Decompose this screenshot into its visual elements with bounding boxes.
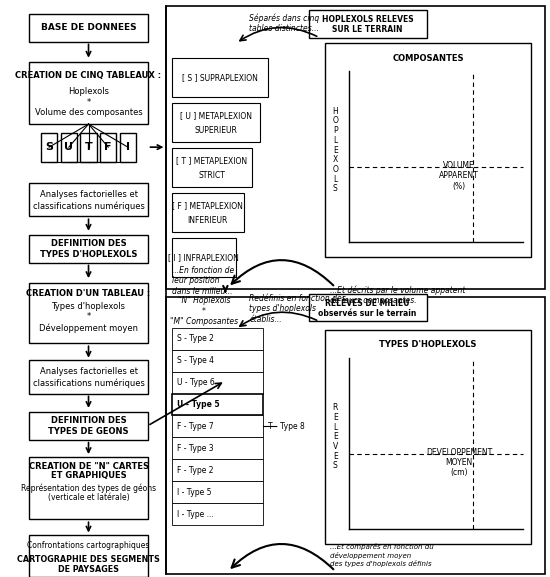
FancyBboxPatch shape <box>324 43 531 257</box>
Text: Redéfinis en fonction des
types d'hoplexols
établis...: Redéfinis en fonction des types d'hoplex… <box>250 294 346 324</box>
FancyBboxPatch shape <box>172 437 263 459</box>
FancyBboxPatch shape <box>324 330 531 544</box>
FancyBboxPatch shape <box>172 394 263 415</box>
Text: BASE DE DONNEES: BASE DE DONNEES <box>41 23 136 32</box>
Text: Représentation des types de géons: Représentation des types de géons <box>21 484 156 493</box>
FancyBboxPatch shape <box>30 412 147 440</box>
Text: Analyses factorielles et: Analyses factorielles et <box>40 190 138 199</box>
Text: TYPES D'HOPLEXOLS: TYPES D'HOPLEXOLS <box>379 340 477 350</box>
FancyBboxPatch shape <box>172 415 263 437</box>
Text: *: * <box>86 98 91 107</box>
Text: CREATION DE CINQ TABLEAUX :: CREATION DE CINQ TABLEAUX : <box>15 71 162 80</box>
Text: H
O
P
L
E
X
O
L
S: H O P L E X O L S <box>332 107 338 193</box>
FancyBboxPatch shape <box>172 372 263 394</box>
Text: *: * <box>86 312 91 321</box>
Text: DEFINITION DES: DEFINITION DES <box>51 417 126 425</box>
Text: classifications numériques: classifications numériques <box>32 201 145 211</box>
Text: [ T ] METAPLEXION: [ T ] METAPLEXION <box>177 156 248 165</box>
Text: DEVELOPPEMENT
MOYEN
(cm): DEVELOPPEMENT MOYEN (cm) <box>426 448 492 477</box>
Text: F - Type 7: F - Type 7 <box>177 422 214 431</box>
Text: SUPERIEUR: SUPERIEUR <box>195 126 238 136</box>
Text: ET GRAPHIQUES: ET GRAPHIQUES <box>51 471 126 480</box>
Text: F - Type 3: F - Type 3 <box>177 444 214 453</box>
Text: SUR LE TERRAIN: SUR LE TERRAIN <box>332 25 403 34</box>
Text: "N" Hoplexols: "N" Hoplexols <box>178 295 230 305</box>
Text: Confrontations cartographiques: Confrontations cartographiques <box>28 541 150 550</box>
Text: U: U <box>64 142 73 152</box>
Text: Hoplexols: Hoplexols <box>68 87 109 96</box>
Text: [ S ] SUPRAPLEXION: [ S ] SUPRAPLEXION <box>182 73 258 82</box>
Text: ...En fonction de
leur position
dans le milieu...: ...En fonction de leur position dans le … <box>172 266 234 296</box>
Text: Séparés dans cinq
tables distinctes...: Séparés dans cinq tables distinctes... <box>250 13 320 33</box>
Text: HOPLEXOLS RELEVES: HOPLEXOLS RELEVES <box>322 15 414 24</box>
FancyBboxPatch shape <box>172 328 263 350</box>
FancyBboxPatch shape <box>30 535 147 577</box>
Text: [ U ] METAPLEXION: [ U ] METAPLEXION <box>180 111 252 120</box>
Text: COMPOSANTES: COMPOSANTES <box>392 54 464 63</box>
Text: F: F <box>104 142 112 152</box>
FancyBboxPatch shape <box>100 133 116 162</box>
Text: CREATION DE "N" CARTES: CREATION DE "N" CARTES <box>29 462 149 471</box>
FancyBboxPatch shape <box>172 481 263 503</box>
Text: Types d'hoplexols: Types d'hoplexols <box>52 302 125 312</box>
FancyBboxPatch shape <box>166 6 544 288</box>
Text: VOLUME
APPARENT
(%): VOLUME APPARENT (%) <box>439 161 479 190</box>
Text: *: * <box>202 307 206 316</box>
FancyBboxPatch shape <box>172 350 263 372</box>
FancyBboxPatch shape <box>41 133 57 162</box>
Text: I - Type 5: I - Type 5 <box>177 488 212 497</box>
Text: [ F ] METAPLEXION: [ F ] METAPLEXION <box>173 201 243 210</box>
Text: S - Type 2: S - Type 2 <box>177 334 214 343</box>
FancyBboxPatch shape <box>172 238 236 277</box>
Text: INFERIEUR: INFERIEUR <box>188 216 228 226</box>
Text: CARTOGRAPHIE DES SEGMENTS: CARTOGRAPHIE DES SEGMENTS <box>17 555 160 564</box>
FancyBboxPatch shape <box>172 58 268 97</box>
FancyBboxPatch shape <box>30 360 147 394</box>
Text: R
E
L
E
V
E
S: R E L E V E S <box>333 403 338 470</box>
FancyBboxPatch shape <box>166 297 544 574</box>
FancyBboxPatch shape <box>120 133 136 162</box>
FancyBboxPatch shape <box>61 133 77 162</box>
FancyBboxPatch shape <box>30 62 147 124</box>
FancyBboxPatch shape <box>172 148 252 187</box>
Text: TYPES DE GEONS: TYPES DE GEONS <box>48 428 129 436</box>
Text: DE PAYSAGES: DE PAYSAGES <box>58 565 119 574</box>
FancyBboxPatch shape <box>30 283 147 343</box>
Text: Développement moyen: Développement moyen <box>39 324 138 333</box>
Text: Volume des composantes: Volume des composantes <box>35 108 142 117</box>
FancyBboxPatch shape <box>172 459 263 481</box>
Text: S: S <box>45 142 53 152</box>
Text: classifications numériques: classifications numériques <box>32 379 145 388</box>
FancyBboxPatch shape <box>30 14 147 42</box>
Text: (verticale et latérale): (verticale et latérale) <box>48 493 129 502</box>
FancyBboxPatch shape <box>309 294 427 321</box>
Text: ...Et décrits par le volume appatent
de leurs composantes.: ...Et décrits par le volume appatent de … <box>330 286 465 305</box>
Text: Analyses factorielles et: Analyses factorielles et <box>40 368 138 376</box>
FancyBboxPatch shape <box>309 10 427 38</box>
Text: I: I <box>126 142 130 152</box>
FancyBboxPatch shape <box>30 183 147 216</box>
Text: TYPES D'HOPLEXOLS: TYPES D'HOPLEXOLS <box>40 250 137 259</box>
FancyBboxPatch shape <box>30 235 147 263</box>
Text: ...Et comparés en fonction du
développement moyen
des types d'hoplexols définis: ...Et comparés en fonction du développem… <box>330 544 434 567</box>
Text: S - Type 4: S - Type 4 <box>177 356 214 365</box>
FancyBboxPatch shape <box>172 193 244 232</box>
Text: [ I ] INFRAPLEXION: [ I ] INFRAPLEXION <box>168 253 239 262</box>
Text: I - Type ...: I - Type ... <box>177 509 214 519</box>
Text: T: T <box>85 142 92 152</box>
Text: U - Type 5: U - Type 5 <box>177 400 219 409</box>
Text: STRICT: STRICT <box>199 171 225 181</box>
Text: U - Type 6: U - Type 6 <box>177 378 215 387</box>
Text: DEFINITION DES: DEFINITION DES <box>51 239 126 248</box>
Text: CREATION D'UN TABLEAU :: CREATION D'UN TABLEAU : <box>26 289 151 298</box>
Text: T - Type 8: T - Type 8 <box>268 422 305 431</box>
FancyBboxPatch shape <box>30 457 147 519</box>
FancyBboxPatch shape <box>80 133 97 162</box>
Text: RELEVES DE MILIEU: RELEVES DE MILIEU <box>325 299 410 308</box>
FancyBboxPatch shape <box>172 103 260 142</box>
Text: "M" Composantes: "M" Composantes <box>170 317 238 326</box>
Text: F - Type 2: F - Type 2 <box>177 466 213 475</box>
Text: observés sur le terrain: observés sur le terrain <box>318 309 417 318</box>
FancyBboxPatch shape <box>172 503 263 525</box>
